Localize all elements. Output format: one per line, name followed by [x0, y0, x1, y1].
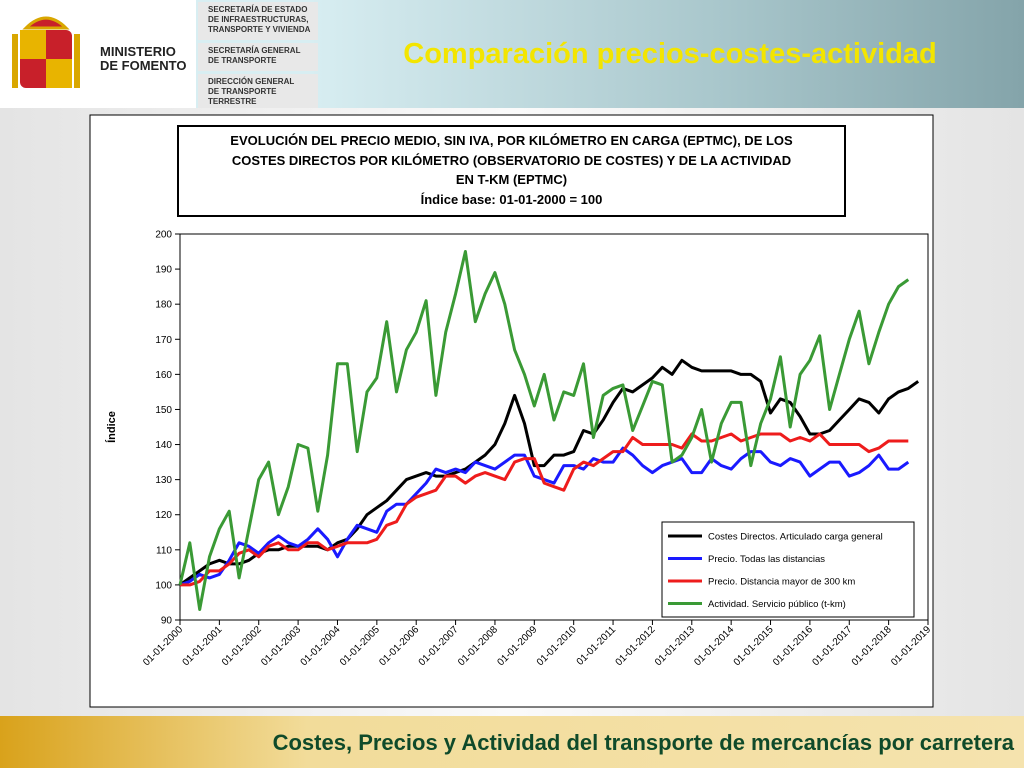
chart: 90 100 110 120 130 140 150 160 170 180 190 200 Índic… — [89, 114, 934, 708]
crest-quarter — [20, 30, 46, 59]
y-tick-label: 150 — [155, 405, 172, 416]
crest-pillar — [74, 34, 80, 88]
y-tick-label: 90 — [161, 616, 173, 627]
crest-pillar — [12, 34, 18, 88]
y-axis-label: Índice — [105, 411, 118, 443]
unit-line: SECRETARÍA DE ESTADO — [208, 5, 308, 14]
series-line — [178, 250, 910, 611]
logo-area — [0, 0, 196, 108]
slide-title: Comparación precios-costes-actividad — [403, 38, 937, 70]
unit-line: TRANSPORTE Y VIVIENDA — [208, 25, 311, 34]
y-tick-label: 180 — [155, 300, 172, 311]
unit-line: DE TRANSPORTE — [208, 87, 277, 96]
unit-box: DIRECCIÓN GENERAL DE TRANSPORTE TERRESTRE — [198, 74, 318, 108]
chart-title: EVOLUCIÓN DEL PRECIO MEDIO, SIN IVA, POR… — [230, 133, 793, 148]
unit-line: TERRESTRE — [208, 97, 257, 106]
series-line — [180, 432, 909, 587]
y-tick-label: 100 — [155, 580, 172, 591]
y-tick-label: 120 — [155, 510, 172, 521]
y-tick-label: 130 — [155, 475, 172, 486]
crest — [12, 16, 80, 88]
y-tick-label: 140 — [155, 440, 172, 451]
legend-box — [661, 521, 915, 618]
legend-label: Precio. Distancia mayor de 300 km — [708, 577, 855, 588]
y-tick-label: 200 — [155, 230, 172, 241]
chart-title: COSTES DIRECTOS POR KILÓMETRO (OBSERVATO… — [231, 152, 792, 168]
crest-quarter — [46, 59, 72, 88]
unit-line: DIRECCIÓN GENERAL — [208, 77, 295, 86]
crest-crown — [22, 16, 70, 30]
y-tick-label: 190 — [155, 265, 172, 276]
chart-title: EN T-KM (EPTMC) — [455, 172, 568, 187]
legend-label: Actividad. Servicio público (t-km) — [708, 599, 846, 610]
legend-label: Precio. Todas las distancias — [708, 554, 825, 565]
unit-line: SECRETARÍA GENERAL — [208, 46, 301, 55]
chart-title-box: EVOLUCIÓN DEL PRECIO MEDIO, SIN IVA, POR… — [177, 125, 846, 217]
unit-box: SECRETARÍA DE ESTADO DE INFRAESTRUCTURAS,… — [198, 2, 318, 40]
legend-label: Costes Directos. Articulado carga genera… — [708, 532, 883, 543]
chart-subtitle: Índice base: 01-01-2000 = 100 — [420, 191, 603, 207]
footer-bar — [0, 716, 1024, 768]
ministry-name: DE FOMENTO — [100, 58, 187, 73]
y-tick-label: 170 — [155, 335, 172, 346]
ministry-name: MINISTERIO — [100, 44, 176, 59]
y-tick-label: 160 — [155, 370, 172, 381]
y-tick-label: 110 — [156, 545, 172, 556]
unit-box: SECRETARÍA GENERAL DE TRANSPORTE — [198, 43, 318, 71]
footer-text: Costes, Precios y Actividad del transpor… — [272, 730, 1014, 755]
plot-area — [179, 233, 929, 621]
unit-line: DE INFRAESTRUCTURAS, — [208, 15, 309, 24]
unit-line: DE TRANSPORTE — [208, 56, 277, 65]
